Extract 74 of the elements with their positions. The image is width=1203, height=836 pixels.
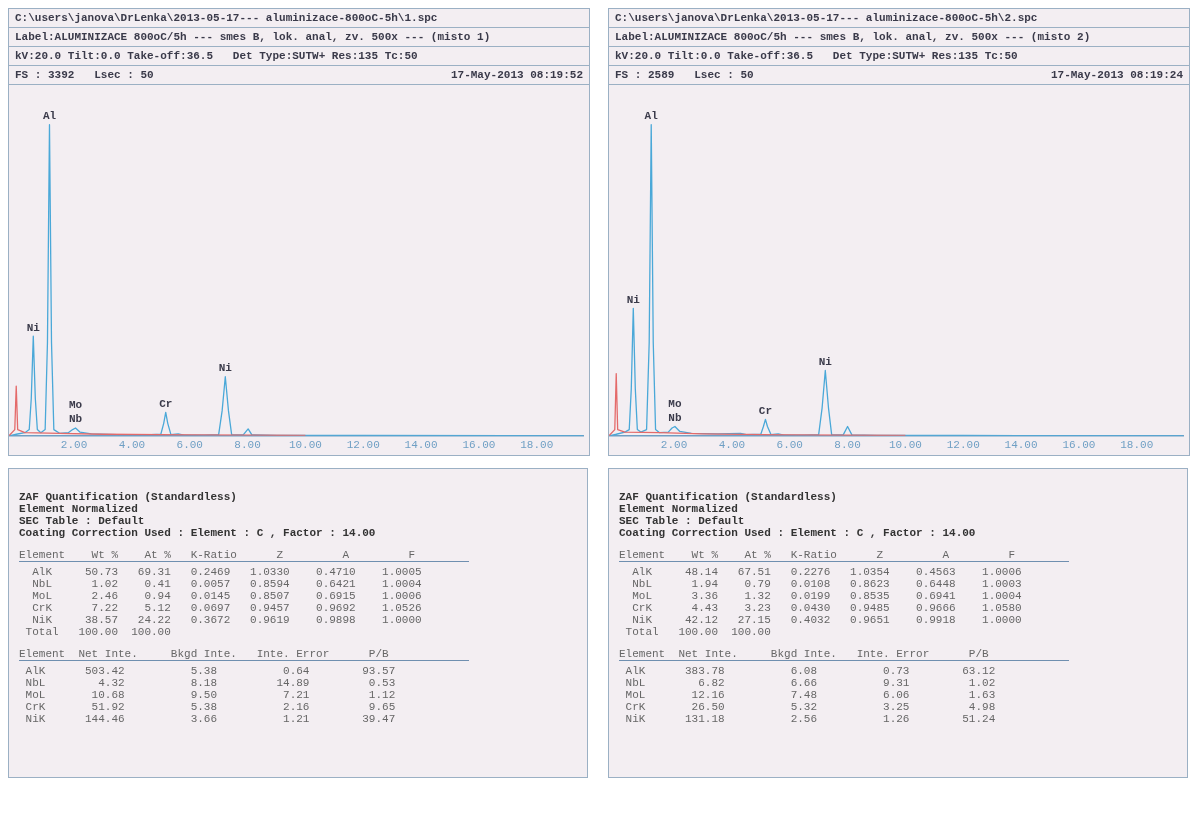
chart-title: C:\users\janova\DrLenka\2013-05-17--- aluminizace-800oC-5h\2.spc [609,9,1189,28]
x-tick-label: 10.00 [288,439,322,452]
text: NbL 4.32 8.18 14.89 0.53 [24,677,397,689]
annotation: Ni [626,293,641,306]
x-tick-label: 8.00 [834,439,861,452]
text: Total 100.00 100.00 [624,626,772,638]
annotation: Mo [668,397,682,410]
text: 17-May-2013 08:19:24 [1050,69,1183,81]
text: NiK 42.12 27.15 0.4032 0.9651 0.9918 1.0000 [631,614,1023,626]
text: NiK 38.57 24.22 0.3672 0.9619 0.9898 1.0000 [31,614,423,626]
text: ZAF Quantification (Standardless) [19,491,238,503]
x-tick-label: 14.00 [1004,439,1038,452]
text: NbL 1.94 0.79 0.0108 0.8623 0.6448 1.0003 [631,578,1023,590]
x-tick-label: 10.00 [888,439,922,452]
text: ZAF Quantification (Standardless) [619,491,838,503]
text: CrK 51.92 5.38 2.16 9.65 [24,701,397,713]
text: Coating Correction Used : Element : C , Factor : 14.00 [619,527,977,539]
x-tick-label: 2.00 [60,439,88,452]
x-tick-label: 12.00 [946,439,980,452]
text: MoL 12.16 7.48 6.06 1.63 [624,689,997,701]
annotation: Cr [159,397,173,410]
text: Element Wt % At % K-Ratio Z A F [19,549,469,562]
text: Element Wt % At % K-Ratio Z A F [619,549,1069,562]
text: NiK 144.46 3.66 1.21 39.47 [24,713,397,725]
text: CrK 4.43 3.23 0.0430 0.9485 0.9666 1.0580 [631,602,1023,614]
text: kV:20.0 Tilt:0.0 Take-off:36.5 Det Type:SUTW+ Res:135 Tc:50 [609,47,1189,66]
x-tick-label: 8.00 [234,439,261,452]
text: AlK 503.42 5.38 0.64 93.57 [24,665,397,677]
text: Element Normalized [619,503,739,515]
x-tick-label: 4.00 [118,439,146,452]
annotation: Ni [818,355,833,368]
text: CrK 26.50 5.32 3.25 4.98 [624,701,997,713]
text: Element Normalized [19,503,139,515]
text: AlK 50.73 69.31 0.2469 1.0330 0.4710 1.0005 [31,566,423,578]
x-tick-label: 4.00 [718,439,746,452]
annotation: Ni [218,361,233,374]
text: MoL 2.46 0.94 0.0145 0.8507 0.6915 1.0006 [31,590,423,602]
text: NbL 1.02 0.41 0.0057 0.8594 0.6421 1.0004 [31,578,423,590]
x-tick-label: 18.00 [1120,439,1154,452]
text: Element Net Inte. Bkgd Inte. Inte. Error P/B [19,648,469,661]
text: MoL 10.68 9.50 7.21 1.12 [24,689,397,701]
x-tick-label: 16.00 [1062,439,1096,452]
annotation: Ni [26,321,41,334]
text: MoL 3.36 1.32 0.0199 0.8535 0.6941 1.0004 [631,590,1023,602]
x-tick-label: 2.00 [660,439,688,452]
x-tick-label: 6.00 [776,439,803,452]
text: NbL 6.82 6.66 9.31 1.02 [624,677,997,689]
chart-subtitle: Label:ALUMINIZACE 800oC/5h --- smes B, lok. anal, zv. 500x --- (misto 2) [609,28,1189,47]
annotation: Mo [68,399,83,412]
text: FS : 3392 Lsec : 50 [15,69,154,81]
x-tick-label: 18.00 [520,439,554,452]
text: SEC Table : Default [19,515,146,527]
text: kV:20.0 Tilt:0.0 Take-off:36.5 Det Type:SUTW+ Res:135 Tc:50 [9,47,589,66]
x-tick-label: 6.00 [176,439,203,452]
x-tick-label: 14.00 [404,439,438,452]
x-tick-label: 12.00 [346,439,380,452]
text: CrK 7.22 5.12 0.0697 0.9457 0.9692 1.0526 [31,602,423,614]
text: AlK 48.14 67.51 0.2276 1.0354 0.4563 1.0006 [631,566,1023,578]
annotation: Nb [68,413,83,426]
annotation: Cr [758,404,773,417]
chart-subtitle: Label:ALUMINIZACE 800oC/5h --- smes B, lok. anal, zv. 500x --- (misto 1) [9,28,589,47]
chart-title: C:\users\janova\DrLenka\2013-05-17--- aluminizace-800oC-5h\1.spc [9,9,589,28]
text: Coating Correction Used : Element : C , Factor : 14.00 [19,527,377,539]
text: NiK 131.18 2.56 1.26 51.24 [624,713,997,725]
text: Element Net Inte. Bkgd Inte. Inte. Error P/B [619,648,1069,661]
text: Total 100.00 100.00 [24,626,172,638]
x-tick-label: 16.00 [462,439,496,452]
annotation: Al [42,110,57,123]
text: SEC Table : Default [619,515,746,527]
text: FS : 2589 Lsec : 50 [615,69,754,81]
text: 17-May-2013 08:19:52 [450,69,583,81]
annotation: Al [644,110,659,123]
text: AlK 383.78 6.08 0.73 63.12 [624,665,997,677]
annotation: Nb [668,411,682,424]
